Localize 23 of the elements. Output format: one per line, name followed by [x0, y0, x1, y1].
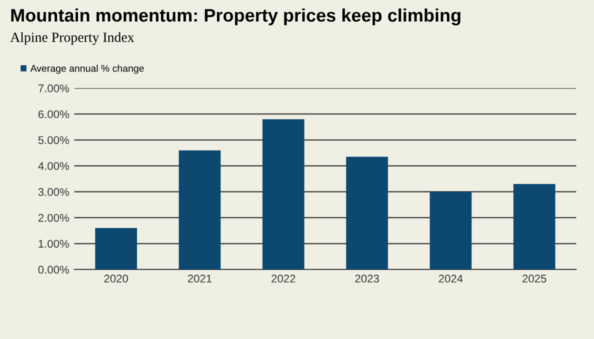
- bar: [262, 119, 304, 270]
- bar: [513, 184, 556, 270]
- y-tick-label: 7.00%: [38, 84, 69, 92]
- x-tick-label: 2024: [438, 274, 463, 283]
- chart-title: Mountain momentum: Property prices keep climbing: [11, 8, 460, 26]
- x-tick-label: 2022: [272, 274, 296, 283]
- y-tick-label: 2.00%: [38, 214, 69, 222]
- bar: [346, 156, 388, 270]
- x-tick-label: 2023: [355, 274, 379, 283]
- bar: [95, 228, 137, 270]
- x-tick-label: 2020: [104, 274, 128, 283]
- chart-subtitle: Alpine Property Index: [10, 32, 134, 45]
- x-tick-label: 2025: [522, 274, 546, 283]
- bar: [178, 150, 221, 270]
- y-tick-label: 0.00%: [38, 266, 69, 274]
- y-tick-label: 6.00%: [38, 110, 69, 118]
- bar: [430, 192, 472, 270]
- y-tick-label: 1.00%: [38, 240, 69, 248]
- y-tick-label: 3.00%: [38, 188, 69, 196]
- y-tick-label: 4.00%: [38, 162, 69, 170]
- x-tick-label: 2021: [188, 274, 212, 283]
- y-tick-label: 5.00%: [38, 136, 69, 144]
- legend-label: Average annual % change: [30, 64, 144, 74]
